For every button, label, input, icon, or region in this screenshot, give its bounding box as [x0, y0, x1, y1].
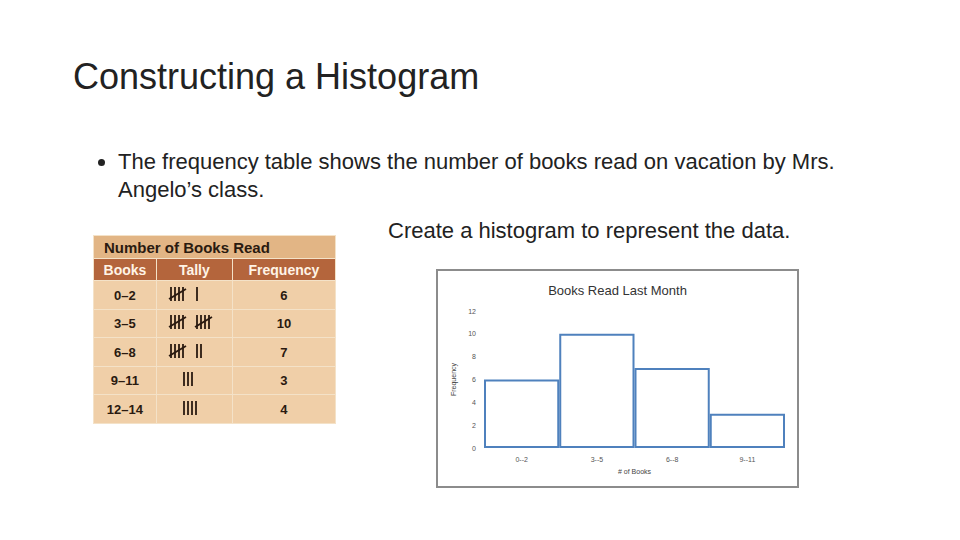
html-text:Books: Books [103, 261, 147, 278]
svg-text:4: 4 [472, 399, 476, 406]
svg-text:0: 0 [472, 445, 476, 452]
html-text:12–14: 12–14 [106, 401, 143, 417]
svg-text:# of Books: # of Books [618, 468, 652, 475]
svg-text:10: 10 [468, 330, 476, 337]
html-text:3–5: 3–5 [114, 316, 136, 332]
html-text:Frequency: Frequency [248, 261, 320, 278]
html-text:Number of Books Read: Number of Books Read [104, 238, 270, 256]
html-text:Tally: Tally [178, 261, 210, 278]
html-text:3: 3 [280, 373, 288, 389]
svg-text:12: 12 [468, 308, 476, 315]
html-text:4: 4 [280, 401, 288, 417]
html-text:7: 7 [280, 344, 288, 360]
html-text:Create a histogram to represen: Create a histogram to represent the data… [388, 218, 791, 243]
svg-text:2: 2 [472, 422, 476, 429]
html-text:6–8: 6–8 [114, 344, 136, 360]
html-text:Constructing a Histogram: Constructing a Histogram [73, 56, 480, 97]
svg-text:Books Read Last Month: Books Read Last Month [548, 283, 687, 298]
svg-text:Frequency: Frequency [450, 362, 458, 396]
html-text:10: 10 [276, 316, 292, 332]
svg-text:8: 8 [472, 353, 476, 360]
html-text:9–11: 9–11 [110, 373, 139, 389]
html-text:0–2: 0–2 [114, 287, 136, 303]
svg-text:3--5: 3--5 [591, 456, 604, 463]
html-text:6: 6 [280, 287, 288, 303]
svg-text:0--2: 0--2 [515, 456, 528, 463]
svg-text:6--8: 6--8 [666, 456, 679, 463]
svg-text:6: 6 [472, 376, 476, 383]
svg-text:9--11: 9--11 [739, 456, 755, 463]
html-text:The frequency table shows the: The frequency table shows the number of … [118, 149, 835, 202]
